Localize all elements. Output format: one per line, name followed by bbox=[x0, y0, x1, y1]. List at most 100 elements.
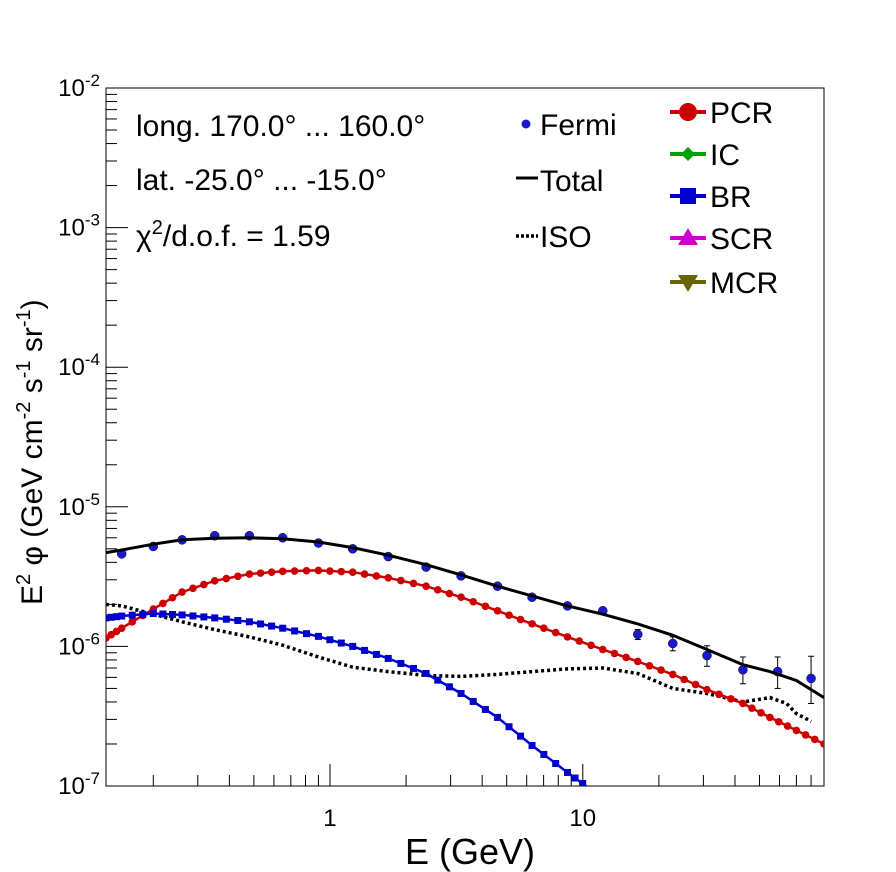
pcr-point bbox=[792, 726, 801, 735]
series-line-total bbox=[106, 536, 824, 699]
pcr-point bbox=[360, 570, 369, 578]
y-tick-label-base: 10 bbox=[58, 773, 85, 800]
pcr-point bbox=[337, 567, 346, 576]
legend-marker-triangle-up bbox=[678, 228, 698, 245]
legend-item-iso: ISO bbox=[516, 221, 592, 254]
series-fermi bbox=[116, 531, 816, 704]
br-point bbox=[107, 613, 115, 621]
br-point bbox=[149, 610, 157, 618]
br-point bbox=[434, 676, 442, 684]
pcr-point bbox=[622, 653, 630, 662]
pcr-point bbox=[326, 567, 334, 575]
br-point bbox=[517, 732, 525, 740]
series-line-iso bbox=[106, 602, 812, 723]
pcr-point bbox=[811, 735, 819, 744]
legend-item-total: Total bbox=[516, 165, 603, 198]
y-axis-title-sup2: -2 bbox=[13, 402, 35, 420]
legend-label: PCR bbox=[710, 97, 773, 130]
pcr-point bbox=[234, 572, 242, 581]
annotation-chi2: χ2/d.o.f. = 1.59 bbox=[136, 217, 331, 253]
annotation-chi-symbol: χ bbox=[136, 220, 152, 253]
br-point bbox=[326, 636, 334, 644]
pcr-point bbox=[551, 628, 560, 637]
legend-label: MCR bbox=[710, 267, 778, 300]
br-point bbox=[397, 659, 405, 667]
y-tick-label-exponent: -6 bbox=[85, 629, 100, 648]
legend-marker-square bbox=[680, 188, 696, 204]
br-point bbox=[200, 613, 208, 621]
br-point bbox=[563, 768, 571, 776]
br-point bbox=[118, 612, 126, 620]
pcr-point bbox=[563, 633, 572, 641]
pcr-point bbox=[128, 618, 137, 626]
y-tick-label-base: 10 bbox=[58, 354, 85, 381]
series-line-br bbox=[106, 612, 589, 786]
pcr-point bbox=[200, 580, 208, 589]
legend-item-scr: SCR bbox=[670, 223, 773, 256]
br-point bbox=[422, 669, 430, 677]
legend-label: SCR bbox=[710, 223, 773, 256]
pcr-point bbox=[703, 685, 711, 694]
y-tick-label-exponent: -2 bbox=[85, 71, 100, 90]
y-tick-label: 10-6 bbox=[58, 629, 100, 660]
br-point bbox=[257, 620, 265, 628]
br-point bbox=[586, 785, 594, 786]
pcr-point bbox=[302, 566, 311, 575]
legend-item-br: BR bbox=[670, 181, 752, 214]
pcr-point bbox=[469, 597, 478, 606]
x-tick-label: 1 bbox=[323, 805, 336, 832]
x-tick-label: 10 bbox=[569, 805, 596, 832]
br-point bbox=[361, 646, 369, 654]
y-tick-label-exponent: -4 bbox=[85, 350, 100, 369]
br-point bbox=[349, 642, 357, 650]
legend-label: Fermi bbox=[540, 109, 617, 142]
br-point bbox=[528, 742, 536, 750]
legend-label: IC bbox=[710, 139, 740, 172]
plot-frame bbox=[105, 87, 825, 787]
pcr-point bbox=[739, 699, 747, 708]
y-axis-title-s: s bbox=[16, 378, 49, 401]
br-point bbox=[445, 683, 453, 691]
br-point bbox=[372, 650, 380, 658]
br-point bbox=[222, 615, 230, 623]
br-point bbox=[494, 713, 502, 721]
y-axis-title-prefix: E bbox=[16, 585, 49, 605]
legend-fermi-marker bbox=[521, 119, 531, 129]
fermi-point bbox=[668, 638, 678, 649]
br-point bbox=[540, 750, 548, 758]
legend-label: Total bbox=[540, 165, 603, 198]
pcr-point bbox=[245, 570, 254, 578]
y-tick-label: 10-3 bbox=[58, 211, 100, 242]
y-axis-title-close: ) bbox=[16, 299, 49, 309]
pcr-point bbox=[159, 599, 167, 608]
br-point bbox=[303, 630, 311, 638]
y-tick-label: 10-4 bbox=[58, 350, 100, 381]
y-axis-title-sup3: -1 bbox=[13, 360, 35, 378]
pcr-point bbox=[168, 593, 177, 602]
x-axis-title: E (GeV) bbox=[405, 831, 535, 872]
pcr-point bbox=[117, 624, 126, 633]
pcr-point bbox=[801, 731, 810, 739]
pcr-point bbox=[587, 641, 595, 650]
y-axis-title-sr: sr bbox=[16, 327, 49, 360]
series-pcr bbox=[106, 566, 824, 748]
pcr-point bbox=[691, 680, 700, 689]
y-tick-label: 10-2 bbox=[58, 71, 100, 102]
br-point bbox=[112, 613, 120, 621]
legend-item-ic: IC bbox=[670, 139, 740, 172]
y-tick-label-exponent: -5 bbox=[85, 490, 100, 509]
br-point bbox=[579, 780, 587, 786]
pcr-point bbox=[766, 713, 774, 722]
br-point bbox=[291, 627, 299, 635]
series-br bbox=[106, 610, 594, 786]
legend-marker-circle bbox=[679, 103, 697, 121]
y-tick-label-base: 10 bbox=[58, 494, 85, 521]
legend-label: ISO bbox=[540, 221, 592, 254]
br-point bbox=[469, 697, 477, 705]
y-axis-title-sup1: 2 bbox=[13, 574, 35, 585]
legend-item-fermi: Fermi bbox=[521, 109, 617, 142]
pcr-point bbox=[680, 675, 688, 684]
br-point bbox=[268, 622, 276, 630]
